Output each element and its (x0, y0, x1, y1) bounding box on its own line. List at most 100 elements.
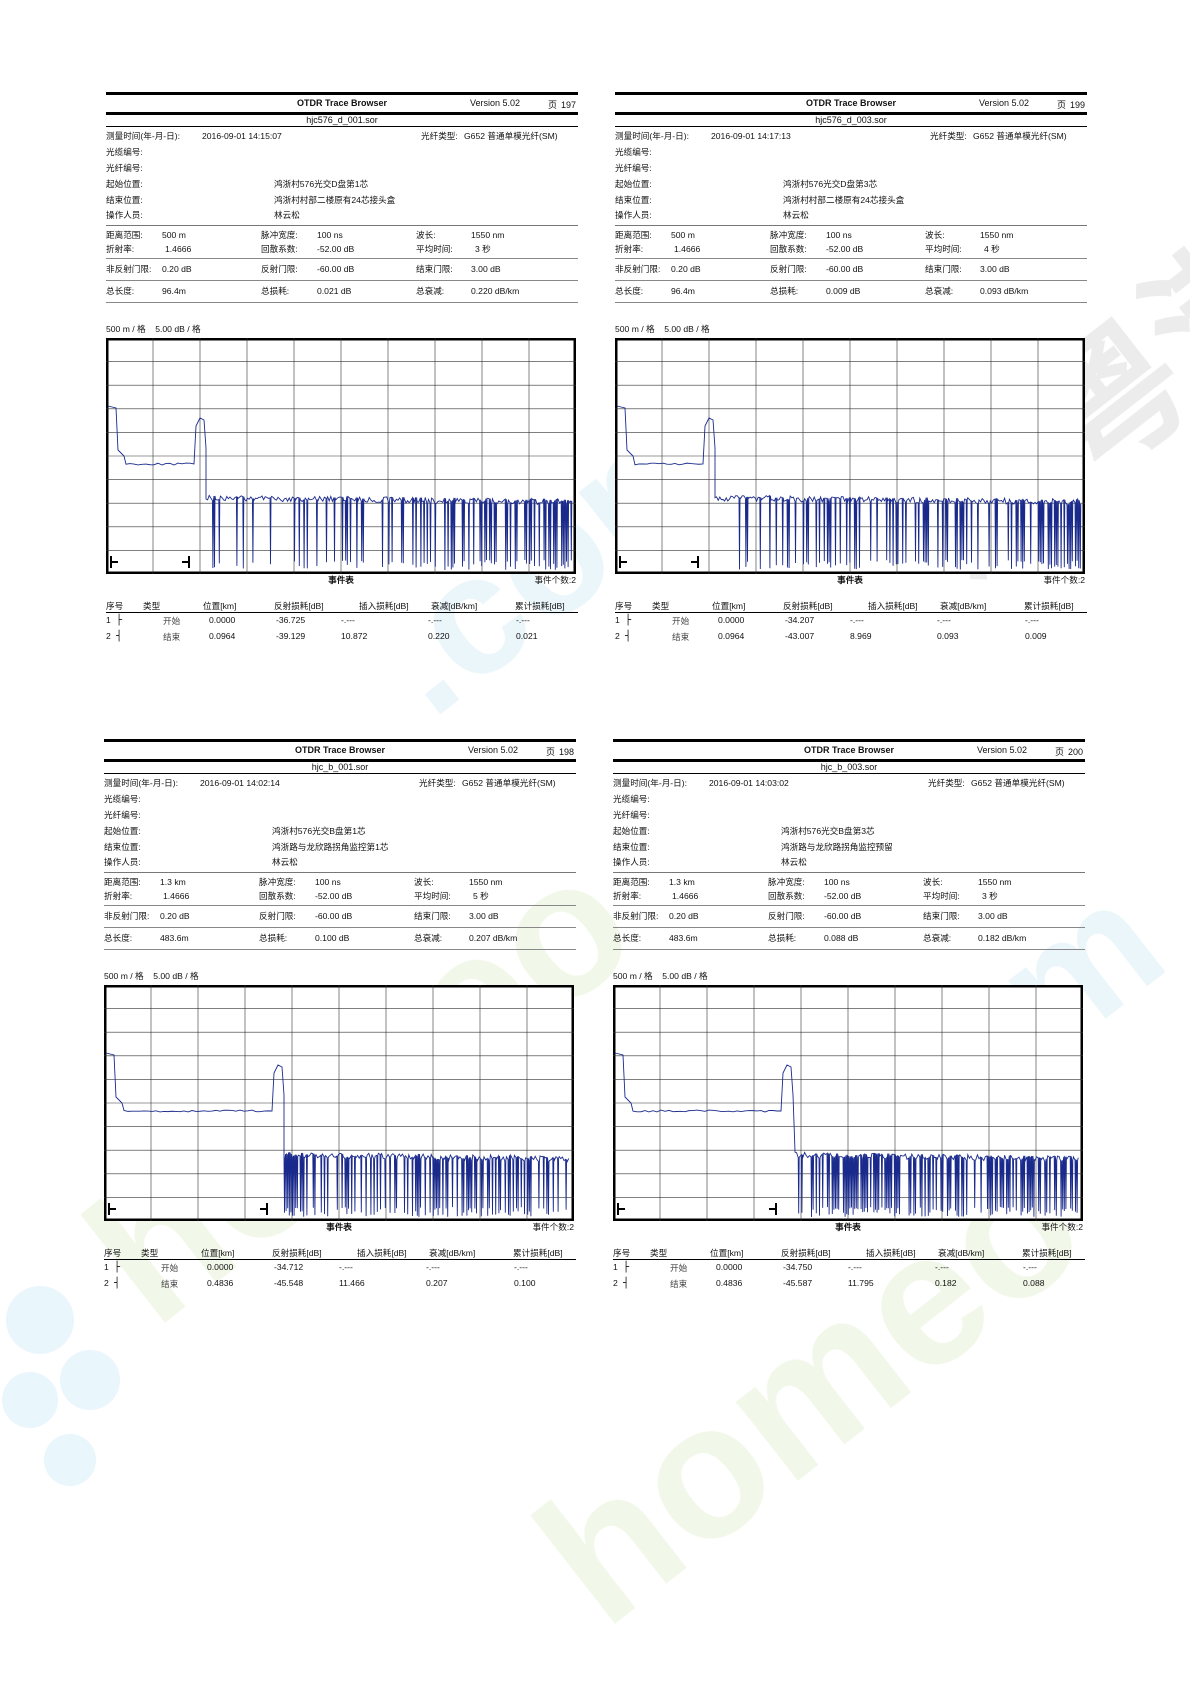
page-number: 页 198 (546, 745, 574, 758)
cable-no-label: 光缆编号: (615, 147, 652, 157)
event-col-header: 反射损耗[dB] (783, 601, 833, 611)
event-count-label: 事件个数: (1041, 1222, 1079, 1232)
watermark-flower-icon (2, 1286, 120, 1486)
divider (104, 872, 576, 873)
start-location-value: 鸿浙村576光交B盘第3芯 (781, 826, 875, 836)
trace-info: 测量时间(年-月-日): 2016-09-01 14:02:14 光纤类型: G… (104, 774, 576, 872)
total-loss-value: 0.100 dB (315, 933, 350, 943)
total-loss-value: 0.088 dB (824, 933, 859, 943)
event-count: 事件个数:2 (534, 574, 576, 586)
total-attenuation-value: 0.207 dB/km (469, 933, 518, 943)
total-attenuation-value: 0.220 dB/km (471, 286, 520, 296)
event-rows: 1 ├ 开始 0.0000 -34.207 -.--- -.--- -.--- 2 ┤ 结束 0.09… (615, 613, 1087, 645)
pulse-value: 100 ns (826, 230, 852, 240)
event-no: 2 (104, 1278, 109, 1288)
wavelength-label: 波长: (925, 230, 945, 240)
reflective-threshold-value: -60.00 dB (824, 911, 862, 921)
event-row: 1 ├ 开始 0.0000 -34.712 -.--- -.--- -.--- (104, 1260, 576, 1276)
event-no: 2 (615, 631, 620, 641)
ior-value: 1.4666 (672, 891, 699, 901)
event-row: 2 ┤ 结束 0.4836 -45.548 11.466 0.207 0.100 (104, 1276, 576, 1292)
event-col-header: 插入损耗[dB] (868, 601, 918, 611)
event-col-header: 位置[km] (203, 601, 237, 611)
event-position: 0.4836 (207, 1278, 234, 1288)
thresholds: 非反射门限: 0.20 dB 反射门限: -60.00 dB 结束门限: 3.0… (615, 259, 1087, 281)
event-rows: 1 ├ 开始 0.0000 -34.712 -.--- -.--- -.--- 2 ┤ 结束 0.48… (104, 1260, 576, 1292)
end-location-label: 结束位置: (106, 195, 143, 205)
page-value: 200 (1067, 747, 1083, 757)
page-number: 页 199 (1057, 98, 1085, 111)
event-table-title: 事件表 (328, 575, 354, 585)
file-name: hjc576_d_001.sor (106, 115, 578, 127)
event-type-icon: ├ (116, 615, 123, 626)
event-reflectance: -39.129 (276, 631, 306, 641)
event-position: 0.0964 (209, 631, 236, 641)
event-table-title: 事件表 (326, 1222, 352, 1232)
event-type: 开始 (672, 616, 690, 626)
thresholds: 非反射门限: 0.20 dB 反射门限: -60.00 dB 结束门限: 3.0… (613, 906, 1085, 928)
event-row: 1 ├ 开始 0.0000 -34.750 -.--- -.--- -.--- (613, 1260, 1085, 1276)
event-col-header: 序号 (615, 601, 633, 611)
fiber-type-label: 光纤类型: (930, 131, 967, 141)
event-insertion-loss: -.--- (850, 615, 864, 625)
wavelength-value: 1550 nm (980, 230, 1014, 240)
event-col-header: 累计损耗[dB] (1022, 1248, 1072, 1258)
event-attenuation: -.--- (937, 615, 951, 625)
totals: 总长度: 483.6m 总损耗: 0.100 dB 总衰减: 0.207 dB/… (104, 928, 576, 950)
event-no: 1 (613, 1262, 618, 1272)
event-position: 0.4836 (716, 1278, 743, 1288)
event-table-columns: 序号 类型 位置[km] 反射损耗[dB] 插入损耗[dB] 衰减[dB/km] 累计损耗[… (106, 598, 578, 613)
operator-value: 林云松 (272, 857, 298, 867)
report-header: OTDR Trace Browser Version 5.02 页 197 (106, 92, 578, 115)
event-col-header: 累计损耗[dB] (513, 1248, 563, 1258)
total-attenuation-label: 总衰减: (925, 286, 954, 296)
event-end-marker (182, 556, 190, 568)
event-row: 1 ├ 开始 0.0000 -34.207 -.--- -.--- -.--- (615, 613, 1087, 629)
event-count: 事件个数:2 (532, 1221, 574, 1233)
report-header: OTDR Trace Browser Version 5.02 页 200 (613, 739, 1085, 762)
chart-scale: 500 m / 格 5.00 dB / 格 (104, 970, 199, 982)
chart-scale: 500 m / 格 5.00 dB / 格 (613, 970, 708, 982)
operator-label: 操作人员: (106, 210, 143, 220)
scale-vertical: 5.00 dB / 格 (155, 324, 201, 334)
end-threshold-value: 3.00 dB (980, 264, 1010, 274)
fiber-type-value: G652 普通单模光纤(SM) (462, 778, 556, 788)
measure-time-value: 2016-09-01 14:17:13 (711, 131, 791, 141)
operator-label: 操作人员: (613, 857, 650, 867)
avg-time-value: 5 秒 (473, 891, 489, 901)
end-threshold-label: 结束门限: (416, 264, 453, 274)
event-col-header: 类型 (650, 1248, 668, 1258)
fiber-type-value: G652 普通单模光纤(SM) (973, 131, 1067, 141)
cable-no-label: 光缆编号: (613, 794, 650, 804)
start-location-label: 起始位置: (104, 826, 141, 836)
event-reflectance: -34.712 (274, 1262, 304, 1272)
measurement-params: 距离范围: 500 m 脉冲宽度: 100 ns 波长: 1550 nm 折射率… (106, 226, 578, 259)
total-length-label: 总长度: (106, 286, 135, 296)
chart-scale: 500 m / 格 5.00 dB / 格 (106, 323, 201, 335)
event-table: 序号 类型 位置[km] 反射损耗[dB] 插入损耗[dB] 衰减[dB/km] 累计损耗[… (106, 598, 578, 645)
nonreflective-threshold-label: 非反射门限: (613, 911, 659, 921)
event-attenuation: -.--- (935, 1262, 949, 1272)
report-header: OTDR Trace Browser Version 5.02 页 199 (615, 92, 1087, 115)
event-insertion-loss: -.--- (848, 1262, 862, 1272)
total-attenuation-label: 总衰减: (416, 286, 445, 296)
pulse-label: 脉冲宽度: (768, 877, 805, 887)
operator-value: 林云松 (781, 857, 807, 867)
event-no: 2 (613, 1278, 618, 1288)
event-type-icon: ├ (625, 615, 632, 626)
measure-time-label: 测量时间(年-月-日): (104, 778, 178, 788)
event-col-header: 类型 (652, 601, 670, 611)
start-location-value: 鸿浙村576光交D盘第3芯 (783, 179, 878, 189)
event-count-label: 事件个数: (534, 575, 572, 585)
event-table-header: 事件表 事件个数:2 (106, 574, 576, 586)
ior-value: 1.4666 (674, 244, 701, 254)
scale-vertical: 5.00 dB / 格 (153, 971, 199, 981)
event-table: 序号 类型 位置[km] 反射损耗[dB] 插入损耗[dB] 衰减[dB/km] 累计损耗[… (615, 598, 1087, 645)
event-type: 开始 (161, 1263, 179, 1273)
event-insertion-loss: 11.795 (848, 1278, 874, 1288)
measure-time-label: 测量时间(年-月-日): (615, 131, 689, 141)
measure-time-label: 测量时间(年-月-日): (106, 131, 180, 141)
event-table-title: 事件表 (837, 575, 863, 585)
event-reflectance: -34.750 (783, 1262, 813, 1272)
divider (613, 872, 1085, 873)
